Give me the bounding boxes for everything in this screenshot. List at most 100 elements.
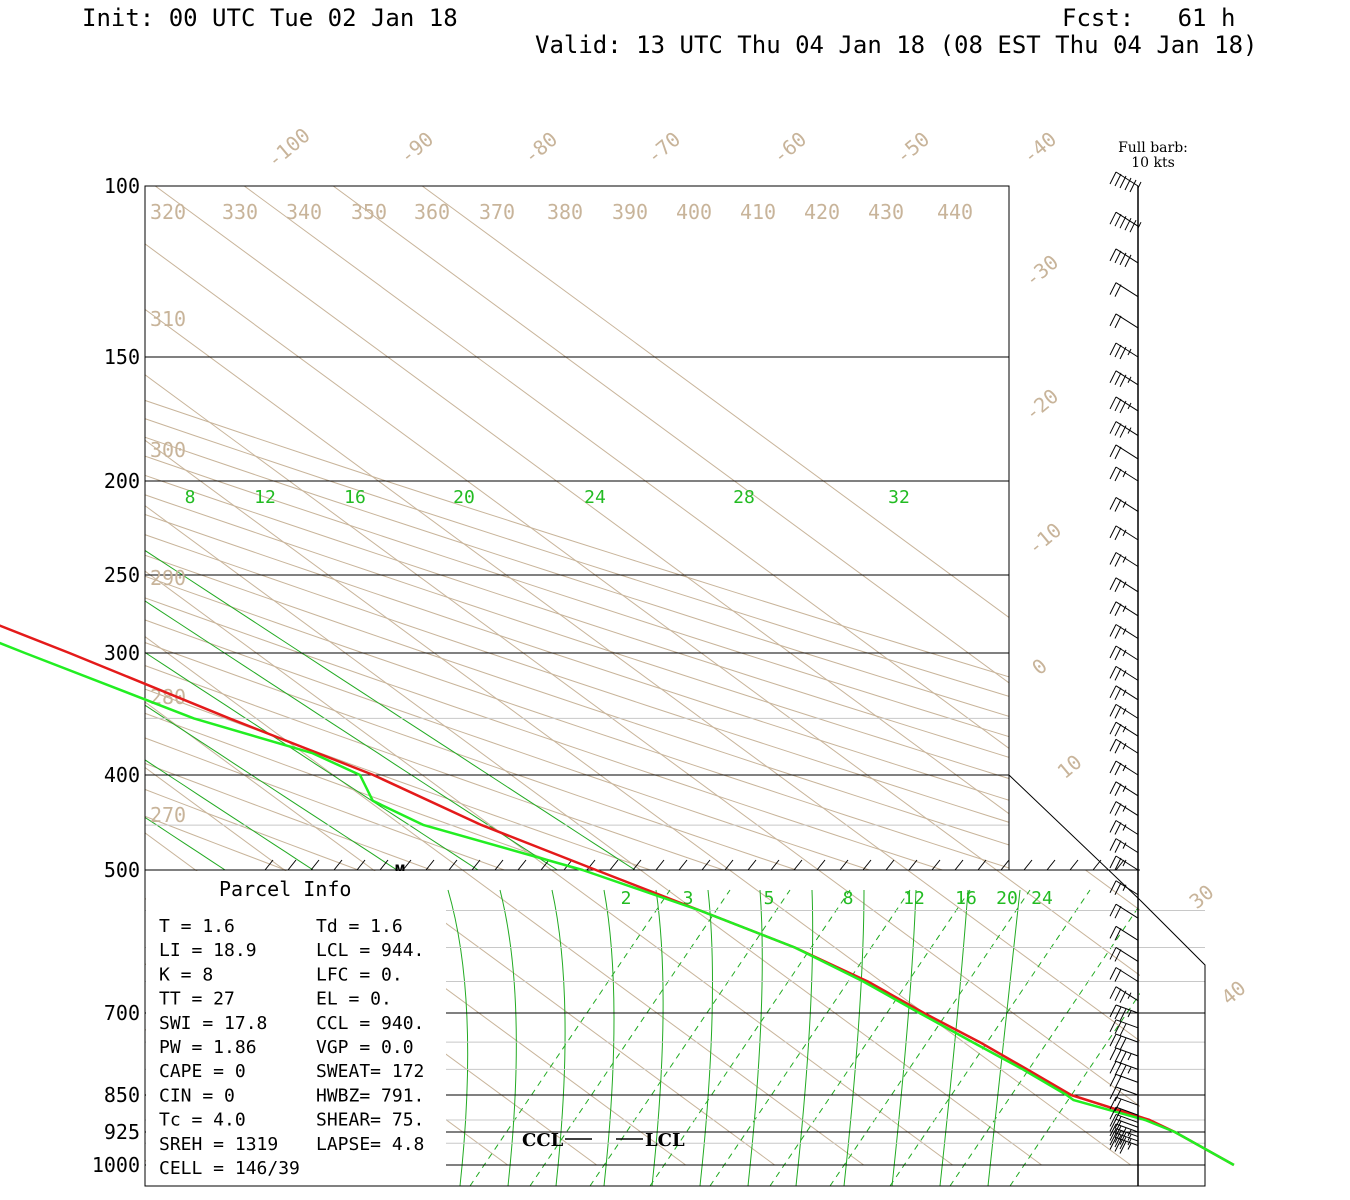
wind-barb [1109, 1004, 1139, 1022]
barb-flag [1114, 1116, 1122, 1129]
barb-flag [1119, 175, 1127, 189]
isotherm-label: 0 [1027, 654, 1052, 680]
barb-half-flag [1127, 1143, 1132, 1150]
barb-flag [1114, 250, 1122, 264]
wind-barb [1109, 925, 1139, 941]
sounding-profiles [0, 624, 1235, 1167]
wind-barb [1109, 577, 1139, 593]
barb-flag [1109, 624, 1117, 637]
barb-flag [1109, 820, 1117, 833]
mixing-ratio-label: 16 [344, 487, 366, 508]
barb-half-flag [1127, 402, 1132, 410]
pressure-label: 100 [104, 174, 140, 198]
barb-flag [1109, 986, 1117, 999]
barb-flag [1109, 666, 1117, 679]
barb-flag [1119, 215, 1127, 229]
dewpoint-line [0, 641, 1235, 1167]
hatch-mark [816, 859, 826, 871]
wind-barb [1109, 721, 1139, 737]
mixing-ratio-line [769, 889, 971, 1186]
barb-shaft [1115, 282, 1139, 298]
barb-flag [1114, 423, 1122, 436]
barb-flag [1109, 313, 1117, 327]
barb-flag [1109, 704, 1117, 717]
moist-adiabat [843, 889, 865, 1186]
barb-flag [1109, 211, 1117, 225]
barb-shaft [1115, 738, 1139, 754]
barb-half-flag [1122, 581, 1127, 589]
parcel-info-box: Parcel Info T = 1.6 Td = 1.6 LI = 18.9 LCL =… [146, 871, 446, 1185]
moist-adiabat [651, 889, 664, 1186]
barb-shaft [1115, 685, 1139, 701]
wind-barb [1109, 947, 1139, 962]
hatch-mark [747, 859, 757, 871]
barb-half-flag [1127, 992, 1132, 999]
barb-half-flag [1122, 743, 1127, 750]
barb-flag [1114, 647, 1122, 661]
isotherm-line [550, 870, 953, 1166]
wind-barb [1109, 880, 1139, 896]
wind-barb [1109, 801, 1139, 816]
barb-flag [1109, 1096, 1117, 1110]
barb-flag [1124, 254, 1132, 268]
barb-flag [1114, 783, 1122, 796]
hatch-mark [494, 859, 504, 871]
barb-flag [1109, 739, 1117, 752]
wind-barb [1109, 838, 1139, 854]
isotherm-line [0, 186, 63, 1165]
parcel-info-right: SHEAR= 75. [316, 1110, 424, 1131]
barb-shaft [1115, 820, 1139, 835]
barb-flag [1114, 1088, 1122, 1102]
pressure-label: 200 [104, 469, 140, 493]
barb-flag [1109, 1004, 1117, 1018]
mixing-ratio-label: 8 [185, 487, 196, 508]
hatch-mark [793, 859, 803, 871]
barb-shaft [1115, 855, 1139, 871]
isotherm-label: 30 [1185, 880, 1219, 914]
pressure-label: 850 [104, 1083, 140, 1107]
parcel-info-left: SWI = 17.8 [159, 1013, 267, 1034]
barb-flag [1109, 1086, 1117, 1100]
barb-flag [1119, 252, 1127, 266]
barb-half-flag [1127, 1053, 1132, 1061]
theta-label: 270 [150, 803, 186, 827]
hatch-mark [540, 859, 550, 871]
isotherm-line [372, 870, 775, 1166]
mixing-ratio-label: 24 [584, 487, 606, 508]
barb-flag [1114, 840, 1122, 853]
ccl-label: CCL [522, 1130, 564, 1151]
barb-flag [1114, 579, 1122, 593]
barb-flag [1109, 781, 1117, 794]
barb-shaft [1115, 1004, 1139, 1014]
barb-flag [1119, 1023, 1127, 1037]
barb-half-flag [1122, 764, 1127, 772]
isotherm-line [0, 186, 63, 1165]
barb-shaft [1115, 645, 1139, 661]
theta-label: 360 [414, 200, 450, 224]
theta-label: 320 [150, 200, 186, 224]
parcel-info-right: HWBZ= 791. [316, 1085, 424, 1106]
barb-flag [1114, 1098, 1122, 1112]
barb-half-flag [1122, 859, 1127, 867]
parcel-info-left: CIN = 0 [159, 1085, 235, 1106]
hatch-mark [287, 859, 297, 871]
barb-flag [1109, 601, 1117, 614]
barb-flag [1114, 1139, 1122, 1152]
barb-flag [1114, 499, 1122, 512]
moist-adiabat [447, 889, 469, 1186]
frame-diagonal [1008, 774, 1141, 901]
barb-shaft [1115, 1096, 1139, 1106]
parcel-info-right: SWEAT= 172 [316, 1061, 424, 1082]
barb-flag [1119, 1141, 1127, 1154]
barb-half-flag [1122, 470, 1127, 478]
wind-barb [1109, 1137, 1139, 1154]
hatch-mark [448, 859, 458, 871]
isotherm-line [421, 186, 1009, 619]
barb-half-flag [1127, 1010, 1132, 1018]
hatch-mark [655, 859, 665, 871]
hatch-mark [1115, 859, 1125, 871]
barb-shaft [1115, 1123, 1139, 1133]
theta-label: 440 [937, 200, 973, 224]
barb-flag [1114, 723, 1122, 737]
hatch-mark [1069, 859, 1079, 871]
